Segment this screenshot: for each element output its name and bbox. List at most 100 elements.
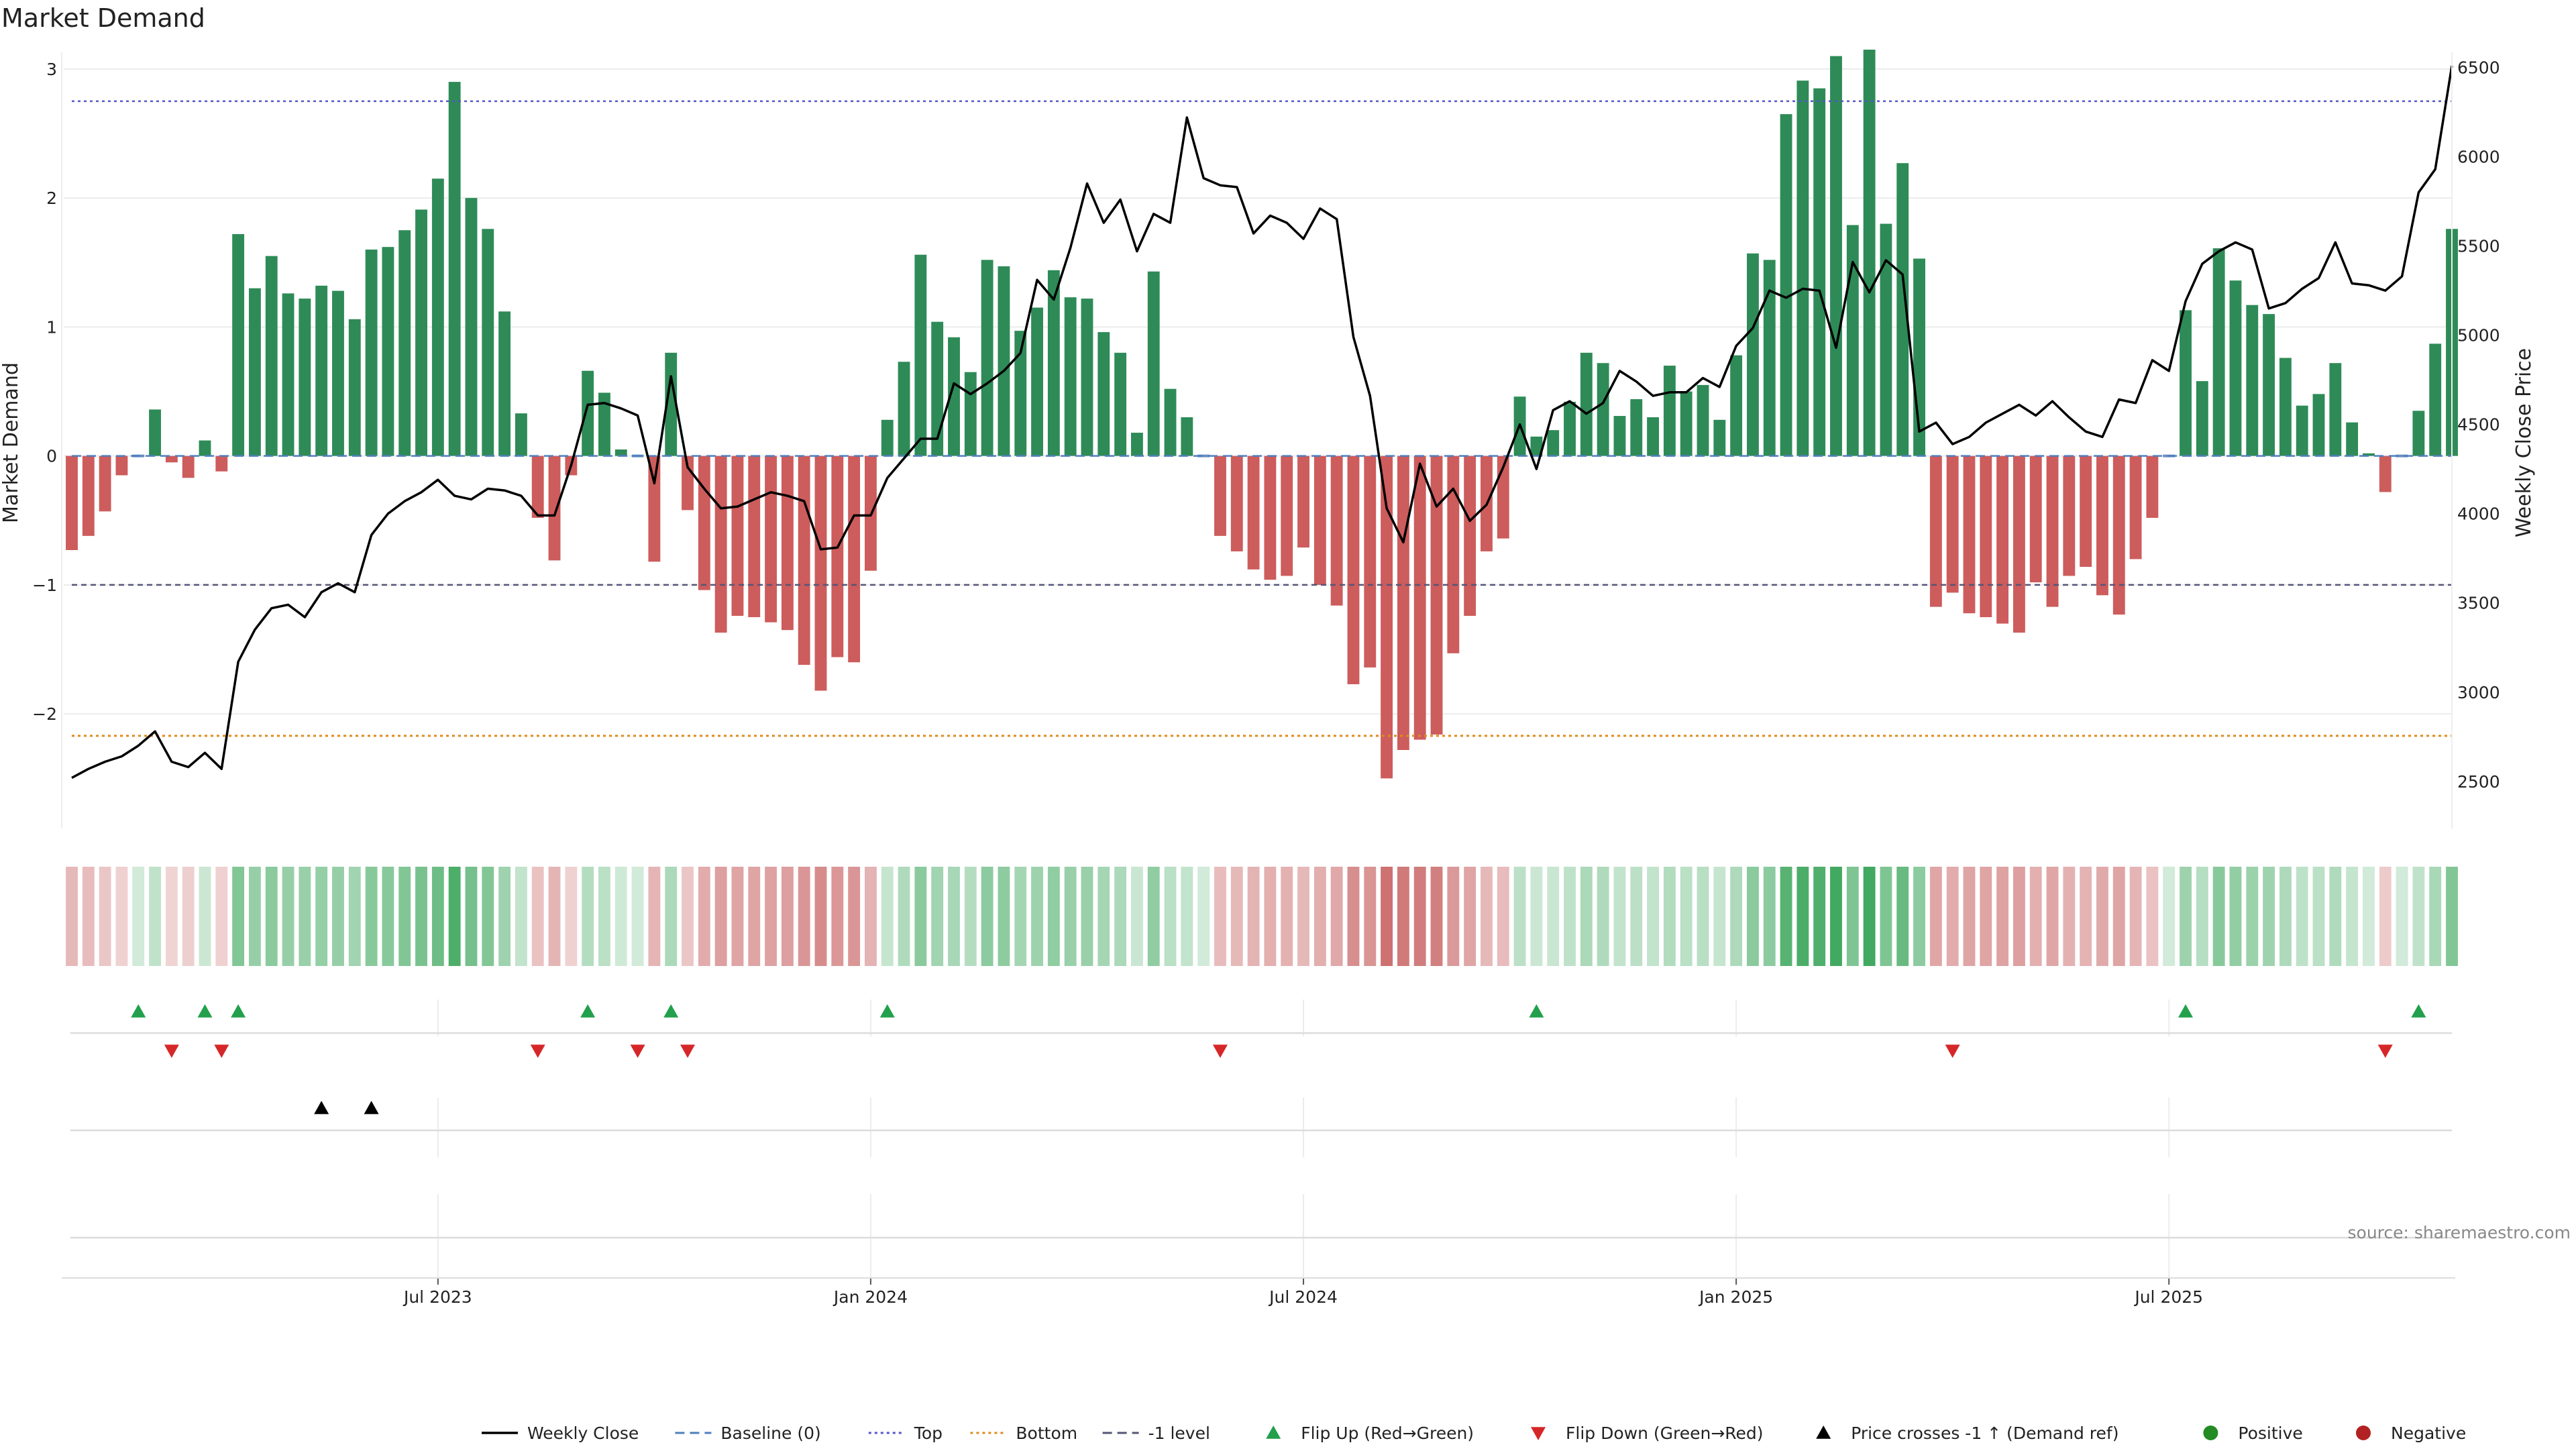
demand-bar xyxy=(1047,270,1060,456)
heat-cell xyxy=(99,867,111,966)
demand-bar xyxy=(1464,455,1477,616)
heat-cell xyxy=(898,867,910,966)
flip-down-marker xyxy=(1212,1044,1228,1058)
heat-cell xyxy=(115,867,128,966)
demand-bar xyxy=(2080,455,2092,567)
heat-cell xyxy=(1364,867,1377,966)
heat-cell xyxy=(865,867,877,966)
demand-bar xyxy=(1130,433,1143,456)
heat-cell xyxy=(2363,867,2375,966)
heat-cell xyxy=(714,867,727,966)
demand-bar xyxy=(665,352,678,456)
demand-bar xyxy=(1297,455,1309,548)
heat-cell xyxy=(931,867,944,966)
heat-cell xyxy=(1597,867,1609,966)
demand-bar xyxy=(1713,419,1726,456)
demand-bar xyxy=(1796,80,1809,456)
heat-cell xyxy=(1464,867,1477,966)
demand-bar xyxy=(99,455,111,512)
flip-down-marker xyxy=(1945,1044,1960,1058)
y-tick-label-left: −2 xyxy=(32,704,57,724)
demand-bar xyxy=(831,455,844,657)
heat-cell xyxy=(1214,867,1226,966)
heat-cell xyxy=(132,867,145,966)
demand-bar xyxy=(648,455,661,562)
heat-cell xyxy=(2012,867,2025,966)
demand-bar xyxy=(2329,363,2342,456)
demand-bar xyxy=(582,370,594,456)
flip-up-marker xyxy=(131,1004,146,1018)
heat-cell xyxy=(2163,867,2176,966)
heat-cell xyxy=(1680,867,1693,966)
heat-cell xyxy=(1630,867,1643,966)
heat-cell xyxy=(66,867,78,966)
demand-bar xyxy=(1597,363,1609,456)
demand-bar xyxy=(1580,352,1593,456)
legend: Weekly Close Baseline (0) Top Bottom -1 leve… xyxy=(482,1424,2466,1443)
legend-label: Price crosses -1 ↑ (Demand ref) xyxy=(1851,1424,2118,1443)
heat-cell xyxy=(1447,867,1460,966)
demand-bar xyxy=(1264,455,1277,580)
heat-cell xyxy=(1047,867,1060,966)
heat-cell xyxy=(1330,867,1343,966)
demand-bar xyxy=(814,455,827,691)
demand-bar xyxy=(66,455,78,551)
demand-bar xyxy=(731,455,744,616)
heat-cell xyxy=(265,867,278,966)
heat-cell xyxy=(731,867,744,966)
legend-swatch xyxy=(2203,1426,2218,1440)
heat-cell xyxy=(1880,867,1892,966)
heat-cell xyxy=(848,867,861,966)
heat-cell xyxy=(1996,867,2009,966)
demand-bar xyxy=(2246,305,2259,456)
heat-cell xyxy=(1513,867,1526,966)
heat-cell xyxy=(199,867,211,966)
demand-bar xyxy=(798,455,810,665)
legend-label: Flip Up (Red→Green) xyxy=(1301,1424,1474,1443)
weekly-close-line xyxy=(71,65,2453,780)
flip-down-marker xyxy=(530,1044,545,1058)
heat-cell xyxy=(2063,867,2076,966)
heat-cell xyxy=(1147,867,1160,966)
y-axis-label-left: Market Demand xyxy=(0,362,23,523)
demand-bar xyxy=(1214,455,1226,536)
demand-bar xyxy=(1746,253,1759,456)
heat-cell xyxy=(748,867,761,966)
demand-bar xyxy=(2263,314,2275,456)
demand-bars xyxy=(66,50,2458,779)
heat-cell xyxy=(315,867,328,966)
demand-bar xyxy=(1081,299,1093,456)
heat-cell xyxy=(232,867,245,966)
heat-cell xyxy=(548,867,561,966)
demand-bar xyxy=(1946,455,1959,593)
legend-item: Positive xyxy=(2203,1424,2303,1443)
heat-cell xyxy=(2046,867,2059,966)
demand-bar xyxy=(2180,310,2192,456)
demand-bar xyxy=(998,266,1010,456)
demand-bar xyxy=(1230,455,1243,551)
demand-bar xyxy=(2129,455,2142,559)
demand-bar xyxy=(1547,430,1560,456)
heat-cell xyxy=(2312,867,2325,966)
demand-bar xyxy=(365,250,378,456)
demand-bar xyxy=(2363,453,2375,456)
heat-cell xyxy=(1697,867,1709,966)
heat-cell xyxy=(698,867,710,966)
heat-cell xyxy=(248,867,261,966)
demand-bar xyxy=(2063,455,2076,576)
demand-bar xyxy=(1247,455,1260,570)
demand-bar xyxy=(598,392,610,456)
heat-cell xyxy=(1780,867,1792,966)
legend-label: Flip Down (Green→Red) xyxy=(1566,1424,1764,1443)
flip-down-marker xyxy=(164,1044,179,1058)
heat-cell xyxy=(1580,867,1593,966)
demand-bar xyxy=(248,288,261,456)
heat-cell xyxy=(2329,867,2342,966)
heat-cell xyxy=(682,867,694,966)
demand-bar xyxy=(1330,455,1343,606)
demand-bar xyxy=(1880,223,1892,456)
heat-cell xyxy=(964,867,977,966)
demand-bar xyxy=(1181,417,1193,456)
demand-bar xyxy=(2029,455,2042,583)
